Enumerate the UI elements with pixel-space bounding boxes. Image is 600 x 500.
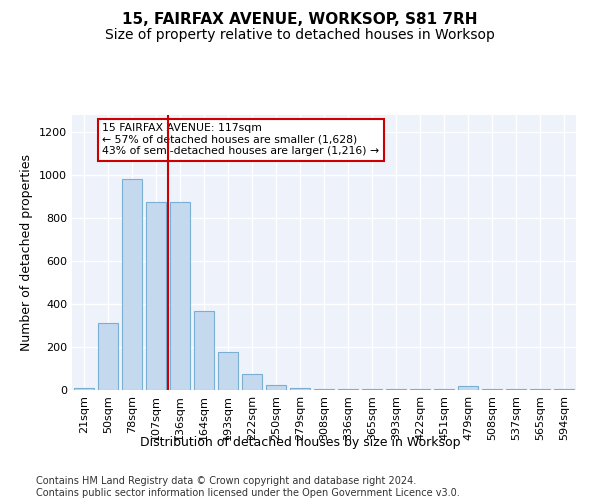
Text: Size of property relative to detached houses in Worksop: Size of property relative to detached ho… — [105, 28, 495, 42]
Bar — [266, 384, 286, 390]
Bar — [194, 310, 214, 390]
Text: Contains HM Land Registry data © Crown copyright and database right 2024.
Contai: Contains HM Land Registry data © Crown c… — [36, 476, 460, 498]
Bar — [290, 388, 310, 390]
Bar — [170, 202, 190, 390]
Bar — [74, 388, 94, 390]
Y-axis label: Number of detached properties: Number of detached properties — [20, 154, 34, 351]
Bar — [122, 180, 142, 390]
Text: 15, FAIRFAX AVENUE, WORKSOP, S81 7RH: 15, FAIRFAX AVENUE, WORKSOP, S81 7RH — [122, 12, 478, 28]
Text: 15 FAIRFAX AVENUE: 117sqm
← 57% of detached houses are smaller (1,628)
43% of se: 15 FAIRFAX AVENUE: 117sqm ← 57% of detac… — [102, 123, 379, 156]
Bar — [218, 352, 238, 390]
Bar — [98, 324, 118, 390]
Bar — [146, 202, 166, 390]
Text: Distribution of detached houses by size in Worksop: Distribution of detached houses by size … — [140, 436, 460, 449]
Bar — [458, 386, 478, 390]
Bar — [242, 374, 262, 390]
